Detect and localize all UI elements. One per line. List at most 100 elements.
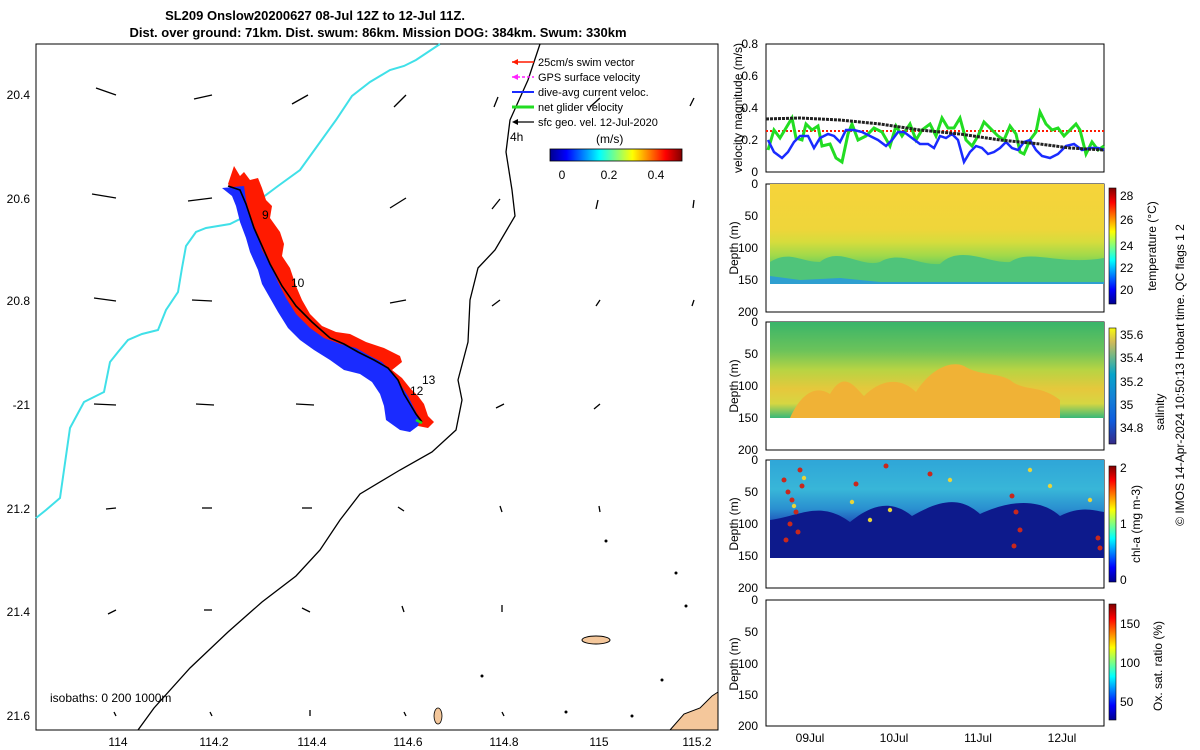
colorbar-tick: 35 <box>1120 398 1134 412</box>
chla-colorbar <box>1108 465 1117 583</box>
oxygen-axes <box>765 599 1105 727</box>
colorbar-tick: 28 <box>1120 189 1134 203</box>
current-vector <box>91 193 117 199</box>
salinity-high-core <box>790 364 1060 418</box>
velocity-axes <box>765 43 1105 173</box>
y-tick-label: 100 <box>738 241 758 255</box>
current-vector <box>595 199 599 210</box>
current-vector <box>589 97 601 108</box>
colorbar-tick: 100 <box>1120 656 1140 670</box>
net-velocity-series <box>766 107 1105 165</box>
current-vector <box>491 198 501 210</box>
y-tick-label: 20.8 <box>7 294 31 308</box>
current-vector <box>105 507 117 510</box>
y-tick-label: 21.2 <box>7 502 31 516</box>
legend-entry: GPS surface velocity <box>538 72 641 84</box>
colorbar-tick: 35.4 <box>1120 351 1144 365</box>
y-tick-label: 21.6 <box>7 709 31 723</box>
y-tick-label: 200 <box>738 719 758 733</box>
legend-arrowhead <box>512 59 518 65</box>
x-tick-label: 114.4 <box>297 735 326 749</box>
island <box>433 707 443 725</box>
x-tick-label: 114 <box>108 735 127 749</box>
colorbar-tick: 50 <box>1120 695 1134 709</box>
y-tick-label: 50 <box>745 625 759 639</box>
colorbar-tick: 1 <box>1120 517 1127 531</box>
landmass <box>668 691 719 731</box>
depth-ylabel: Depth (m) <box>727 221 741 274</box>
colorbar-tick: 20 <box>1120 283 1134 297</box>
current-vector <box>598 505 601 513</box>
temperature-bottom-layer <box>770 276 1104 284</box>
depth-ylabel: Depth (m) <box>727 497 741 550</box>
current-vector <box>689 97 695 107</box>
chla-panel: 0 50 100 150 200 Depth (m) 0 1 2 chl-a (… <box>727 453 1143 595</box>
day-label: 12 <box>410 384 424 398</box>
islet <box>630 714 634 718</box>
colorbar-tick: 0 <box>1120 573 1127 587</box>
y-tick-label: 0 <box>751 593 758 607</box>
x-tick-label: 114.8 <box>489 735 518 749</box>
temperature-panel: 0 50 100 150 200 Depth (m) 20 22 24 26 2… <box>727 177 1159 319</box>
current-vector <box>493 96 499 108</box>
map-colorbar <box>549 148 683 162</box>
day-label: 9 <box>262 208 269 222</box>
current-vector <box>491 299 501 307</box>
colorbar-tick: 150 <box>1120 617 1140 631</box>
current-vector <box>107 609 117 615</box>
y-tick-label: 50 <box>745 485 759 499</box>
chla-label: chl-a (mg m-3) <box>1129 485 1143 563</box>
temperature-colorbar <box>1108 187 1117 305</box>
y-tick-label: 50 <box>745 209 759 223</box>
current-vector <box>499 505 503 513</box>
current-vector <box>95 87 117 96</box>
y-tick-label: 150 <box>738 688 758 702</box>
current-vector <box>593 403 601 410</box>
y-tick-label: 0 <box>751 165 758 179</box>
current-vector <box>93 403 117 406</box>
legend-entry: sfc geo. vel. 12-Jul-2020 <box>538 117 658 129</box>
islet <box>660 678 664 682</box>
chla-yellow-points <box>791 467 1093 523</box>
isobath-label: isobaths: 0 200 1000m <box>50 691 171 705</box>
y-tick-label: 150 <box>738 411 758 425</box>
current-vector <box>291 94 309 105</box>
glider-track <box>227 185 423 423</box>
y-tick-label: 0 <box>751 315 758 329</box>
colorbar-tick: 26 <box>1120 213 1134 227</box>
colorbar-tick: 2 <box>1120 461 1127 475</box>
oxygen-label: Ox. sat. ratio (%) <box>1151 621 1165 711</box>
colorbar-tick: 24 <box>1120 239 1134 253</box>
dive-avg-current-series <box>766 128 1105 166</box>
legend-arrowhead <box>512 119 518 125</box>
time-tick-label: 09Jul <box>796 731 825 745</box>
y-tick-label: 0.2 <box>741 133 758 147</box>
day-label: 10 <box>291 276 305 290</box>
current-vector <box>691 299 695 307</box>
chart-subtitle: Dist. over ground: 71km. Dist. swum: 86k… <box>129 25 626 40</box>
island <box>581 635 611 645</box>
legend-entry: dive-avg current veloc. <box>538 87 649 99</box>
chla-hotspots <box>781 463 1103 551</box>
islet <box>674 571 678 575</box>
current-vector-band <box>222 186 420 432</box>
islet <box>684 604 688 608</box>
islet <box>564 710 568 714</box>
y-tick-label: 21.4 <box>7 605 31 619</box>
current-vector <box>389 197 407 209</box>
x-tick-label: 115.2 <box>682 735 711 749</box>
current-vector <box>295 403 315 406</box>
sfc-geo-velocity-series <box>765 116 1105 152</box>
coastline <box>35 43 441 519</box>
y-tick-label: 100 <box>738 379 758 393</box>
salinity-panel: 0 50 100 150 200 Depth (m) 34.8 35 35.2 … <box>727 315 1167 457</box>
colorbar-tick: 22 <box>1120 261 1134 275</box>
current-vector <box>403 711 407 717</box>
legend-entry: 25cm/s swim vector <box>538 57 635 69</box>
current-vector <box>93 297 117 302</box>
current-vector <box>393 94 407 108</box>
velocity-panel: 0 0.2 0.4 0.6 0.8 velocity magnitude (m/… <box>731 37 1105 179</box>
salinity-colorbar <box>1108 327 1117 445</box>
colorbar-label: (m/s) <box>596 132 623 146</box>
x-tick-label: 115 <box>589 735 608 749</box>
